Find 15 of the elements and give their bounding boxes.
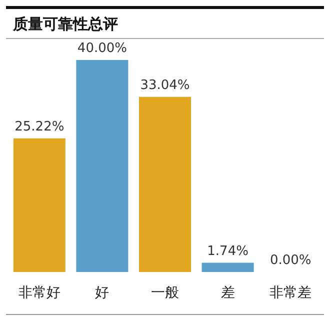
bar	[13, 138, 66, 272]
data-label: 0.00%	[270, 253, 312, 268]
x-tick-label: 一般	[151, 285, 179, 301]
data-label: 40.00%	[77, 41, 127, 56]
data-label: 33.04%	[140, 78, 190, 93]
bar	[139, 96, 191, 272]
x-tick-label: 非常好	[18, 285, 60, 301]
bar	[76, 60, 128, 272]
x-tick-label: 差	[220, 285, 235, 301]
x-tick-label: 非常差	[270, 285, 312, 301]
data-label: 25.22%	[14, 119, 64, 134]
x-tick-label: 好	[95, 285, 110, 301]
data-label: 1.74%	[207, 244, 248, 259]
chart-title: 质量可靠性总评	[13, 15, 118, 34]
bar	[202, 262, 254, 272]
